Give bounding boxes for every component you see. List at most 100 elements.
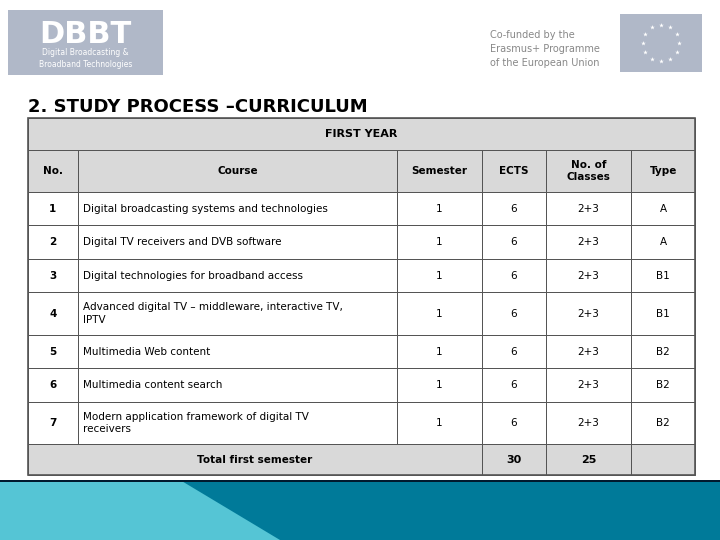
Text: 6: 6 <box>510 418 518 428</box>
Bar <box>546 259 631 292</box>
Bar <box>28 118 695 151</box>
Bar <box>631 151 695 192</box>
Bar <box>546 444 631 475</box>
Text: 1: 1 <box>436 309 443 319</box>
Text: Multimedia content search: Multimedia content search <box>83 380 222 390</box>
Bar <box>78 259 397 292</box>
Bar <box>482 444 546 475</box>
Bar <box>546 292 631 335</box>
Bar <box>78 402 397 444</box>
Polygon shape <box>0 480 720 540</box>
Bar <box>28 402 78 444</box>
Text: B2: B2 <box>656 347 670 356</box>
Text: B1: B1 <box>656 309 670 319</box>
Text: 5: 5 <box>49 347 56 356</box>
Bar <box>546 444 631 475</box>
Bar <box>631 335 695 368</box>
Bar <box>631 292 695 335</box>
Text: Co-funded by the
Erasmus+ Programme
of the European Union: Co-funded by the Erasmus+ Programme of t… <box>490 30 600 68</box>
Bar <box>631 225 695 259</box>
Bar <box>28 225 78 259</box>
Text: 6: 6 <box>510 347 518 356</box>
Text: 1: 1 <box>49 204 56 214</box>
Text: 2. STUDY PROCESS –CURRICULUM: 2. STUDY PROCESS –CURRICULUM <box>28 98 368 116</box>
Polygon shape <box>0 480 720 482</box>
Bar <box>482 368 546 402</box>
Text: 1: 1 <box>436 271 443 281</box>
Bar <box>28 292 78 335</box>
Bar <box>397 151 482 192</box>
Bar <box>482 368 546 402</box>
Bar <box>78 225 397 259</box>
Bar <box>397 259 482 292</box>
Text: 6: 6 <box>510 204 518 214</box>
Text: 4: 4 <box>49 309 57 319</box>
Text: 6: 6 <box>510 237 518 247</box>
Bar <box>397 292 482 335</box>
Bar <box>631 444 695 475</box>
Bar <box>8 10 163 75</box>
Bar <box>546 368 631 402</box>
Bar <box>482 151 546 192</box>
Text: 3: 3 <box>49 271 56 281</box>
Text: 1: 1 <box>436 237 443 247</box>
Bar <box>546 225 631 259</box>
Bar <box>78 292 397 335</box>
Bar <box>546 292 631 335</box>
Text: 2+3: 2+3 <box>577 204 600 214</box>
Text: 2+3: 2+3 <box>577 271 600 281</box>
Bar <box>28 368 78 402</box>
Bar <box>78 292 397 335</box>
Bar <box>546 192 631 225</box>
Bar <box>482 259 546 292</box>
Bar <box>78 402 397 444</box>
Text: 2+3: 2+3 <box>577 418 600 428</box>
Text: Digital TV receivers and DVB software: Digital TV receivers and DVB software <box>83 237 282 247</box>
Bar <box>631 292 695 335</box>
Bar <box>631 259 695 292</box>
Bar <box>78 368 397 402</box>
Bar <box>546 151 631 192</box>
Bar <box>546 368 631 402</box>
Bar <box>28 259 78 292</box>
Bar <box>28 192 78 225</box>
Bar <box>28 225 78 259</box>
Bar <box>631 225 695 259</box>
Text: 6: 6 <box>510 309 518 319</box>
Bar <box>631 402 695 444</box>
Bar <box>631 368 695 402</box>
Bar <box>28 292 78 335</box>
Bar <box>482 292 546 335</box>
Text: 2+3: 2+3 <box>577 237 600 247</box>
Bar <box>397 225 482 259</box>
Text: 6: 6 <box>510 271 518 281</box>
Bar <box>397 292 482 335</box>
Bar <box>78 368 397 402</box>
Bar <box>482 225 546 259</box>
Bar <box>28 151 78 192</box>
Bar <box>397 225 482 259</box>
Text: 2+3: 2+3 <box>577 309 600 319</box>
Text: A: A <box>660 237 667 247</box>
Bar <box>546 225 631 259</box>
Bar <box>78 259 397 292</box>
Text: Semester: Semester <box>412 166 467 176</box>
Bar <box>546 192 631 225</box>
Bar <box>28 335 78 368</box>
Bar <box>482 402 546 444</box>
Text: B2: B2 <box>656 380 670 390</box>
Bar <box>546 335 631 368</box>
Bar <box>482 335 546 368</box>
Bar <box>78 151 397 192</box>
Bar <box>482 192 546 225</box>
Text: B1: B1 <box>656 271 670 281</box>
Bar <box>631 444 695 475</box>
Text: 6: 6 <box>510 380 518 390</box>
Bar <box>631 368 695 402</box>
Text: B2: B2 <box>656 418 670 428</box>
Bar <box>397 192 482 225</box>
Text: No.: No. <box>42 166 63 176</box>
Bar <box>397 402 482 444</box>
Bar <box>631 151 695 192</box>
Bar <box>397 368 482 402</box>
